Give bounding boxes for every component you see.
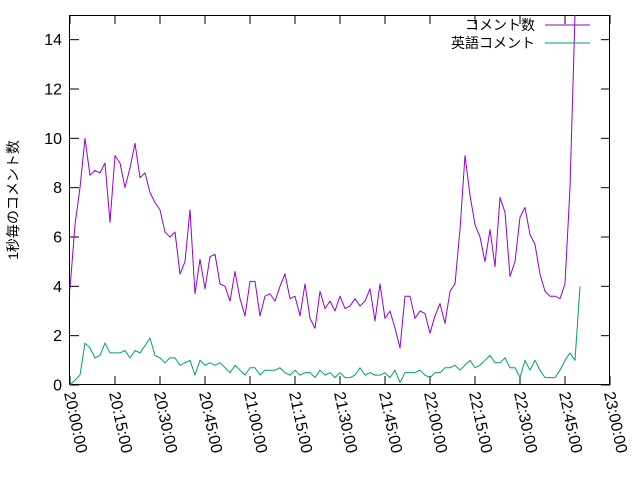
y-axis-ticks: 0 2 4 6 8 10 12 14 bbox=[44, 32, 610, 395]
y-tick-label: 6 bbox=[53, 230, 62, 247]
x-tick-label: 20:30:00 bbox=[150, 390, 180, 455]
y-tick-label: 12 bbox=[44, 82, 62, 99]
x-tick-label: 22:45:00 bbox=[555, 390, 585, 455]
y-tick-label: 2 bbox=[53, 328, 62, 345]
x-tick-label: 20:45:00 bbox=[195, 390, 225, 455]
y-tick-label: 8 bbox=[53, 180, 62, 197]
x-tick-label: 22:15:00 bbox=[465, 390, 495, 455]
y-tick-label: 14 bbox=[44, 32, 62, 49]
x-tick-label: 21:45:00 bbox=[375, 390, 405, 455]
x-tick-label: 22:00:00 bbox=[420, 390, 450, 455]
series-line-1 bbox=[69, 14, 576, 349]
y-axis-label: 1秒毎のコメント数 bbox=[5, 140, 21, 260]
x-tick-label: 21:15:00 bbox=[285, 390, 315, 455]
legend-label: コメント数 bbox=[465, 17, 535, 33]
x-tick-label: 20:00:00 bbox=[60, 390, 90, 455]
series-layer bbox=[69, 14, 581, 386]
x-tick-label: 23:00:00 bbox=[600, 390, 630, 455]
x-axis-ticks: 20:00:00 20:15:00 20:30:00 20:45:00 21:00:00… bbox=[60, 15, 630, 455]
plot-frame bbox=[69, 15, 610, 385]
x-tick-label: 21:30:00 bbox=[330, 390, 360, 455]
series-line-2 bbox=[69, 286, 581, 386]
y-tick-label: 4 bbox=[53, 279, 62, 296]
x-tick-label: 21:00:00 bbox=[240, 390, 270, 455]
legend-label: 英語コメント bbox=[451, 35, 535, 51]
x-tick-label: 20:15:00 bbox=[105, 390, 135, 455]
x-tick-label: 22:30:00 bbox=[510, 390, 540, 455]
y-tick-label: 0 bbox=[53, 378, 62, 395]
y-tick-label: 10 bbox=[44, 131, 62, 148]
